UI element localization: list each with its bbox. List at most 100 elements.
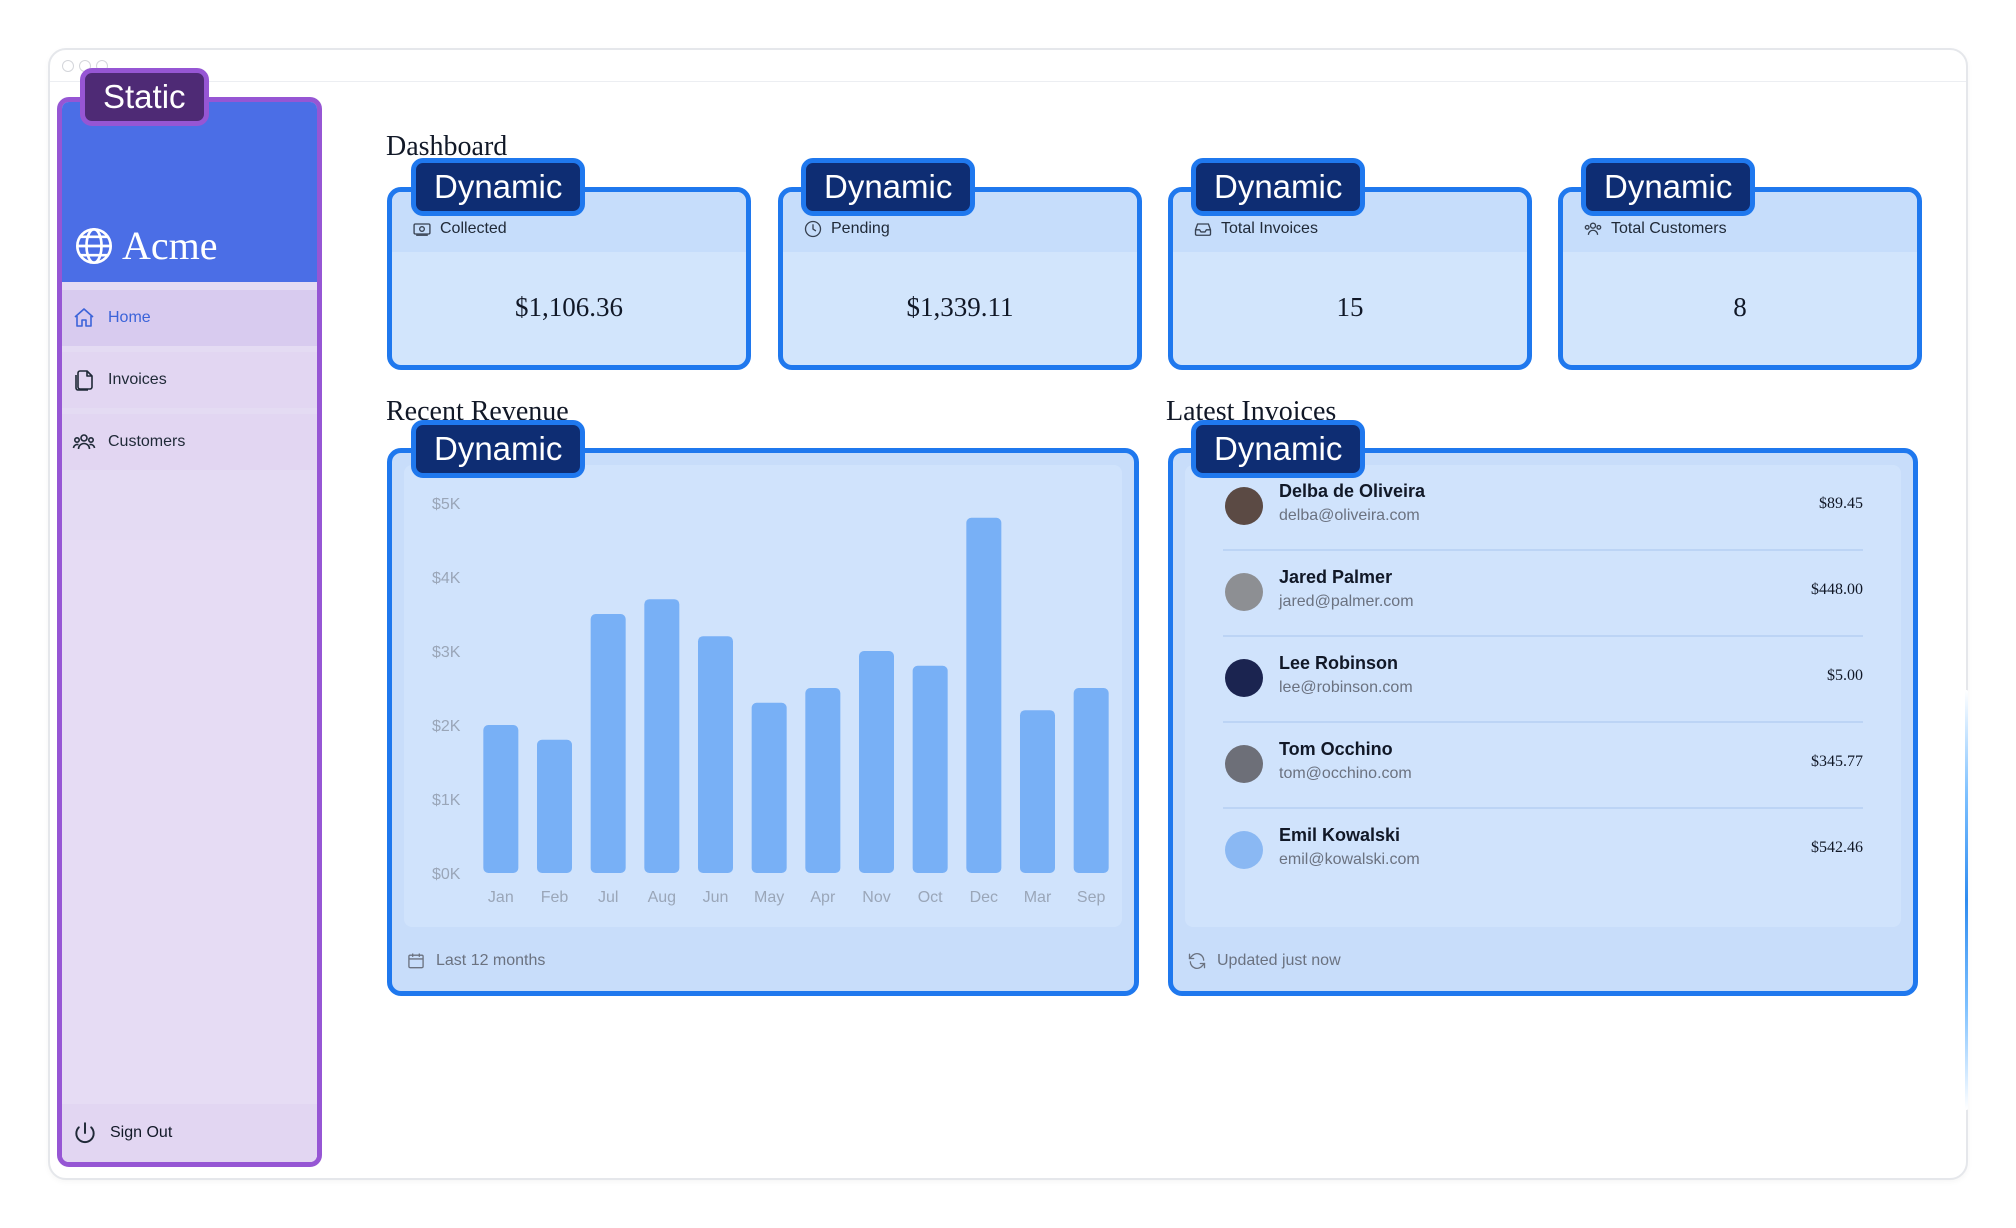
invoice-row[interactable]: Delba de Oliveira delba@oliveira.com $89… (1223, 465, 1863, 551)
sidebar-item-customers[interactable]: Customers (62, 414, 317, 470)
latest-invoices-footer-label: Updated just now (1217, 952, 1341, 969)
chart-bar[interactable] (805, 688, 841, 873)
x-tick-label: Jan (488, 889, 514, 906)
y-tick-label: $5K (432, 496, 461, 513)
y-tick-label: $0K (432, 866, 461, 883)
brand-logo: Acme (74, 222, 218, 269)
sidebar-item-label: Home (108, 309, 151, 326)
chart-bar[interactable] (698, 636, 733, 873)
invoice-row[interactable]: Jared Palmer jared@palmer.com $448.00 (1223, 551, 1863, 637)
chart-bar[interactable] (644, 599, 680, 873)
x-tick-label: Apr (810, 889, 836, 906)
avatar (1225, 745, 1263, 783)
invoice-list: Delba de Oliveira delba@oliveira.com $89… (1185, 465, 1901, 927)
chart-bar[interactable] (590, 614, 626, 873)
invoice-email: lee@robinson.com (1279, 679, 1413, 696)
sign-out-label: Sign Out (110, 1124, 173, 1141)
invoice-amount: $5.00 (1827, 667, 1863, 684)
invoice-name: Emil Kowalski (1279, 825, 1401, 845)
calendar-icon (408, 953, 424, 969)
invoice-row[interactable]: Tom Occhino tom@occhino.com $345.77 (1223, 723, 1863, 809)
chart-bar[interactable] (537, 739, 572, 873)
sidebar-spacer (62, 540, 317, 1162)
invoice-amount: $542.46 (1811, 839, 1863, 856)
page-title: Dashboard (386, 131, 508, 162)
invoice-email: delba@oliveira.com (1279, 507, 1420, 524)
chart-bar[interactable] (483, 725, 519, 873)
invoice-name: Lee Robinson (1279, 653, 1399, 673)
users-icon (72, 434, 96, 450)
card-label: Collected (440, 220, 507, 237)
dynamic-tag: Dynamic (411, 158, 586, 216)
avatar (1225, 831, 1263, 869)
sidebar: Acme Home Invoices Customers Sign Out (57, 97, 322, 1167)
dynamic-tag: Dynamic (1191, 420, 1366, 478)
static-tag: Static (80, 68, 209, 126)
x-tick-label: Aug (648, 889, 676, 906)
x-tick-label: Oct (918, 889, 943, 906)
sign-out-button[interactable]: Sign Out (62, 1104, 317, 1162)
chart-bar[interactable] (1020, 710, 1055, 873)
y-tick-label: $1K (432, 792, 461, 809)
invoice-amount: $89.45 (1819, 495, 1863, 512)
invoice-row[interactable]: Lee Robinson lee@robinson.com $5.00 (1223, 637, 1863, 723)
invoice-name: Jared Palmer (1279, 567, 1393, 587)
clock-icon (804, 220, 822, 238)
x-tick-label: May (754, 889, 784, 906)
y-tick-label: $3K (432, 644, 461, 661)
invoice-amount: $448.00 (1811, 581, 1863, 598)
x-tick-label: Nov (862, 889, 890, 906)
card-value: 8 (1733, 292, 1747, 322)
revenue-chart: $5K $4K $3K $2K $1K $0K Jan Feb Jul Aug Jun May Apr N… (432, 496, 1109, 906)
user-group-icon (1584, 222, 1602, 235)
chart-bar[interactable] (912, 665, 948, 873)
invoice-email: tom@occhino.com (1279, 765, 1412, 782)
brand-header[interactable]: Acme (62, 102, 317, 282)
window-close-dot[interactable] (62, 60, 74, 72)
card-value: 15 (1336, 292, 1364, 322)
x-tick-label: Mar (1024, 889, 1052, 906)
dynamic-tag: Dynamic (411, 420, 586, 478)
sidebar-item-label: Customers (108, 433, 186, 450)
revenue-panel: $5K $4K $3K $2K $1K $0K Jan Feb Jul Aug Jun May Apr N… (387, 448, 1139, 996)
card-label: Pending (831, 220, 890, 237)
chart-bar[interactable] (859, 651, 894, 873)
dynamic-tag: Dynamic (1191, 158, 1366, 216)
x-tick-label: Feb (541, 889, 569, 906)
chart-bar[interactable] (966, 517, 1002, 873)
sidebar-nav: Home Invoices Customers (62, 290, 317, 476)
home-icon (74, 308, 94, 327)
chart-bar[interactable] (1073, 688, 1109, 873)
y-tick-label: $4K (432, 570, 461, 587)
sidebar-item-home[interactable]: Home (62, 290, 317, 346)
card-label: Total Customers (1611, 220, 1727, 237)
avatar (1225, 659, 1263, 697)
card-label: Total Invoices (1221, 220, 1318, 237)
x-tick-label: Sep (1077, 889, 1106, 906)
invoice-row[interactable]: Emil Kowalski emil@kowalski.com $542.46 (1223, 809, 1863, 895)
x-tick-label: Dec (970, 889, 998, 906)
globe-icon (76, 227, 112, 264)
chart-bar[interactable] (751, 702, 787, 873)
sidebar-item-invoices[interactable]: Invoices (62, 352, 317, 408)
revenue-footer: Last 12 months (406, 951, 545, 971)
power-icon (75, 1122, 95, 1144)
latest-invoices-footer: Updated just now (1187, 951, 1341, 971)
avatar (1225, 573, 1263, 611)
window-titlebar (50, 50, 1966, 82)
banknotes-icon (413, 223, 431, 236)
invoice-amount: $345.77 (1811, 753, 1863, 770)
revenue-footer-label: Last 12 months (436, 952, 546, 969)
x-tick-label: Jul (598, 889, 618, 906)
inbox-icon (1194, 223, 1212, 236)
card-value: $1,106.36 (515, 292, 623, 322)
invoice-name: Delba de Oliveira (1279, 481, 1426, 501)
invoice-name: Tom Occhino (1279, 739, 1393, 759)
dynamic-tag: Dynamic (801, 158, 976, 216)
card-value: $1,339.11 (906, 292, 1014, 322)
sidebar-item-label: Invoices (108, 371, 167, 388)
brand-name: Acme (122, 223, 218, 268)
document-icon (75, 370, 93, 391)
invoice-email: jared@palmer.com (1279, 593, 1414, 610)
dynamic-tag: Dynamic (1581, 158, 1756, 216)
